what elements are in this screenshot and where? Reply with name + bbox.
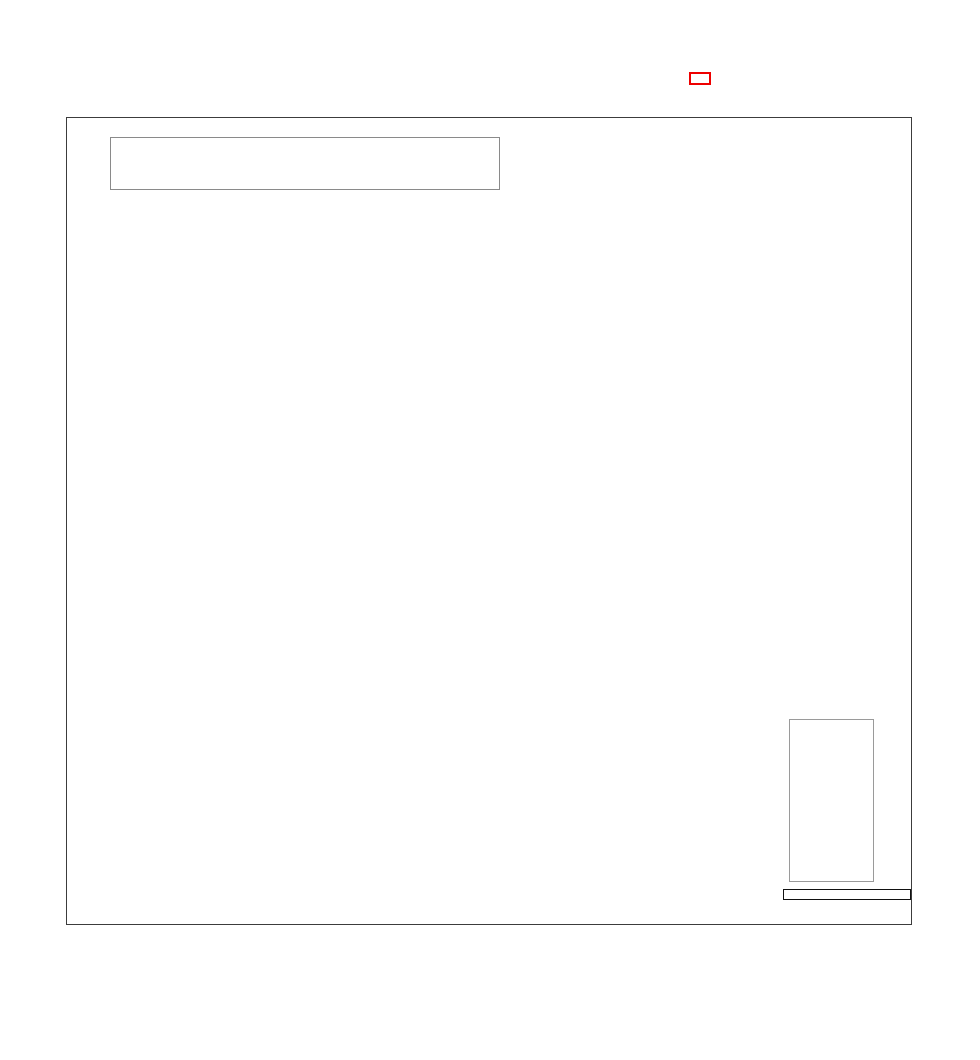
scale-bar <box>783 889 911 923</box>
latitude-axis-labels <box>0 0 60 1060</box>
timestamp-box <box>110 137 500 190</box>
scale-bar-ticks <box>783 900 911 907</box>
map-plot-area[interactable] <box>66 117 912 925</box>
scale-bar-labels <box>783 908 911 923</box>
scale-bar-segments <box>783 889 911 900</box>
longitude-axis-labels <box>0 931 980 953</box>
preliminary-data-badge <box>689 72 711 85</box>
map-svg <box>67 118 911 924</box>
legend-panel <box>789 719 874 882</box>
